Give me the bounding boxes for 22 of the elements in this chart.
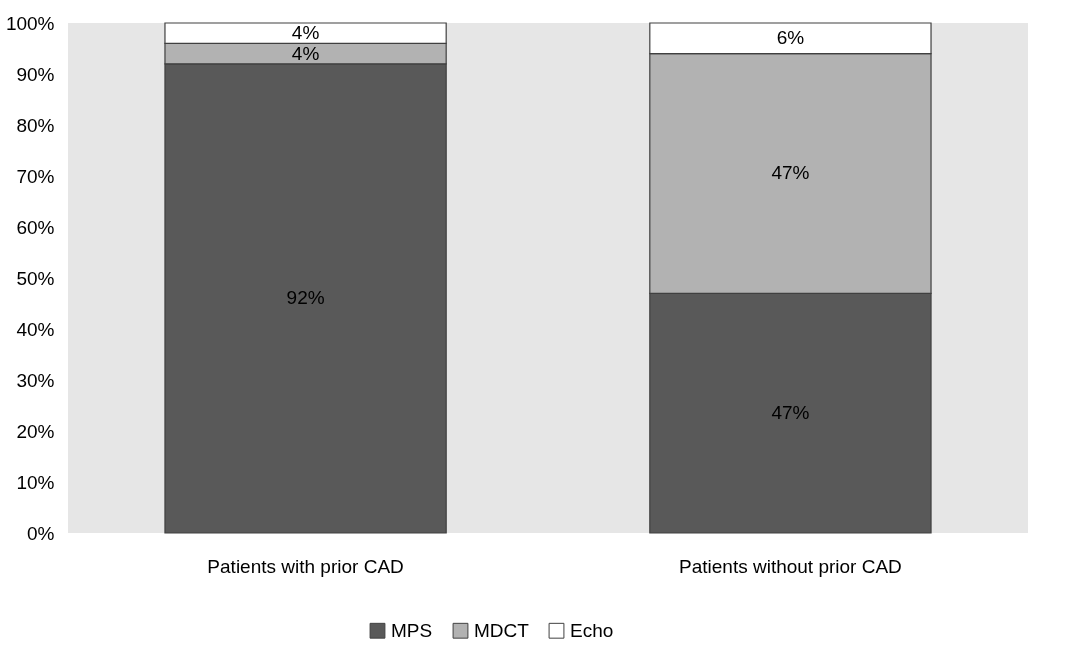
y-tick-label: 20% xyxy=(16,420,55,442)
data-label: 4% xyxy=(291,42,320,64)
data-label: 6% xyxy=(776,27,805,49)
y-tick-label: 10% xyxy=(16,471,55,493)
y-tick-label: 30% xyxy=(16,369,55,391)
legend-label: Echo xyxy=(570,619,614,641)
y-tick-label: 0% xyxy=(27,522,55,544)
x-tick-label: Patients without prior CAD xyxy=(679,555,902,577)
y-tick-label: 40% xyxy=(16,318,55,340)
y-tick-label: 70% xyxy=(16,165,55,187)
y-tick-label: 100% xyxy=(5,12,55,34)
x-tick-label: Patients with prior CAD xyxy=(207,555,404,577)
legend-label: MPS xyxy=(391,619,433,641)
data-label: 47% xyxy=(771,402,810,424)
data-label: 4% xyxy=(291,22,320,44)
legend-label: MDCT xyxy=(474,619,530,641)
data-label: 47% xyxy=(771,162,810,184)
data-label: 92% xyxy=(286,287,325,309)
y-tick-label: 60% xyxy=(16,216,55,238)
y-tick-label: 50% xyxy=(16,267,55,289)
y-tick-label: 90% xyxy=(16,63,55,85)
y-tick-label: 80% xyxy=(16,114,55,136)
